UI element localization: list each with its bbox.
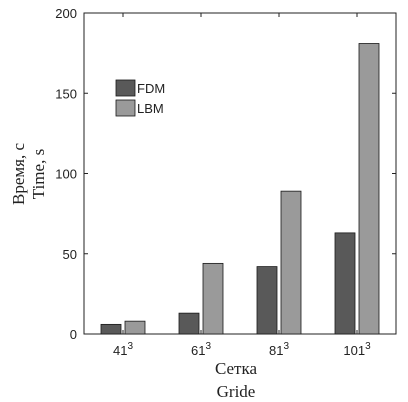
y-tick-label: 150 (55, 86, 77, 101)
bar-fdm (334, 232, 356, 335)
legend-label-fdm: FDM (137, 81, 165, 96)
y-tick-label: 200 (55, 6, 77, 21)
bar-lbm (280, 190, 302, 335)
bar-lbm (124, 320, 146, 335)
x-axis-label-en: Gride (217, 382, 256, 401)
legend-label-lbm: LBM (137, 101, 164, 116)
bar-fdm (100, 323, 122, 335)
legend-swatch-lbm (115, 99, 136, 117)
bar-fdm (256, 266, 278, 335)
x-tick-label: 813 (269, 341, 289, 358)
y-axis-label-en: Time, s (29, 149, 48, 199)
x-axis-label: Сетка (215, 359, 258, 378)
legend: FDM LBM (115, 79, 165, 117)
x-axis-ticks: 413 613 813 1013 (113, 13, 371, 358)
bar-lbm (202, 262, 224, 335)
y-tick-label: 50 (63, 247, 77, 262)
y-tick-label: 0 (70, 327, 77, 342)
x-tick-label: 413 (113, 341, 133, 358)
y-tick-label: 100 (55, 167, 77, 182)
y-axis-ticks: 0 50 100 150 200 (55, 6, 396, 342)
x-tick-label: 1013 (343, 341, 371, 358)
bars (100, 43, 380, 335)
legend-swatch-fdm (115, 79, 136, 97)
bar-fdm (178, 312, 200, 335)
y-axis-label: Время, с (9, 143, 28, 205)
x-tick-label: 613 (191, 341, 211, 358)
bar-lbm (358, 43, 380, 335)
